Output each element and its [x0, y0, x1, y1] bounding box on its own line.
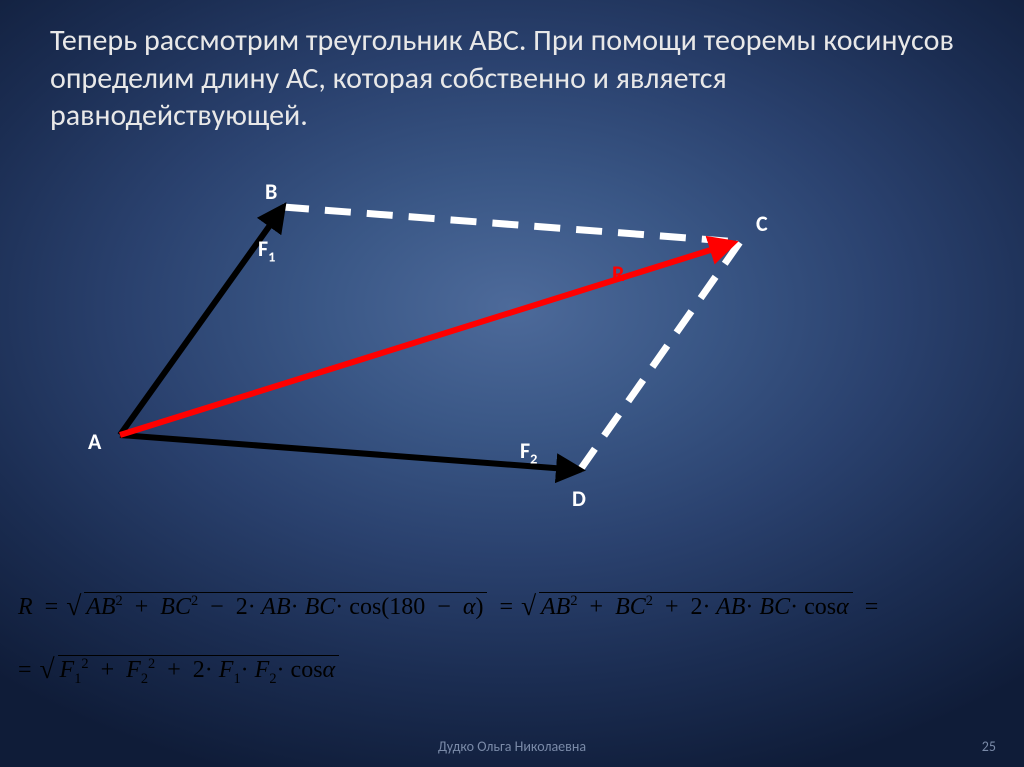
- footer-author: Дудко Ольга Николаевна: [0, 738, 1024, 755]
- label-A: A: [88, 428, 101, 455]
- edge-DC-dashed: [580, 242, 740, 470]
- label-F2: F2: [520, 437, 537, 467]
- footer-page-number: 25: [982, 738, 996, 755]
- label-R: R: [612, 260, 624, 287]
- label-B: B: [265, 178, 277, 205]
- vector-F2: [120, 435, 580, 470]
- label-C: C: [756, 210, 768, 237]
- label-F1: F1: [258, 235, 275, 265]
- formula-line-2: = F12 + F22 + 2· F1· F2· cosα: [18, 655, 339, 688]
- vector-R: [120, 243, 733, 435]
- formula-line-1: R = AB2 + BC2 − 2· AB· BC· cos(180 − α) …: [18, 592, 878, 621]
- edge-BC-dashed: [283, 207, 740, 242]
- vector-diagram: [0, 0, 1024, 767]
- slide: Теперь рассмотрим треугольник АВС. При п…: [0, 0, 1024, 767]
- label-D: D: [572, 485, 586, 512]
